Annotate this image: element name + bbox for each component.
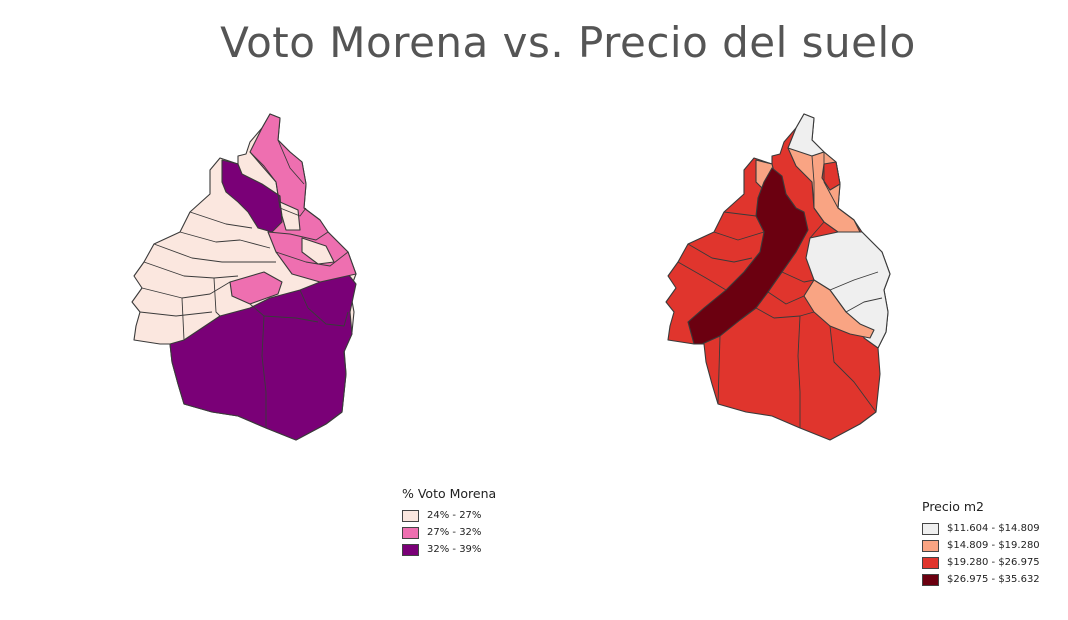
map-precio-suelo	[665, 113, 891, 441]
legend-label: $19.280 - $26.975	[947, 557, 1040, 568]
legend-item: 32% - 39%	[402, 541, 496, 558]
legend-label: 32% - 39%	[427, 544, 482, 555]
legend-title: % Voto Morena	[402, 486, 497, 501]
legend-item: 24% - 27%	[402, 507, 496, 524]
legend-item: $11.604 - $14.809	[922, 520, 1040, 537]
region-iztacalco	[279, 201, 301, 231]
legend-swatch	[922, 573, 939, 586]
legend-label: 24% - 27%	[427, 510, 482, 521]
region-centro-b	[301, 237, 335, 265]
legend-title: Precio m2	[922, 499, 984, 514]
region-poniente-oscuro	[687, 167, 809, 345]
legend-swatch	[402, 509, 419, 522]
legend-label: $26.975 - $35.632	[947, 574, 1040, 585]
legend-label: 27% - 32%	[427, 527, 482, 538]
legend-swatch	[922, 556, 939, 569]
legend-voto-morena: % Voto Morena 24% - 27% 27% - 32% 32% - …	[402, 486, 496, 558]
legend-swatch	[402, 526, 419, 539]
legend-item: $26.975 - $35.632	[922, 571, 1040, 588]
region-centro	[229, 271, 283, 305]
region-gam	[821, 161, 841, 191]
legend-item: $14.809 - $19.280	[922, 537, 1040, 554]
region-tlalpan-sur	[169, 273, 357, 441]
legend-label: $11.604 - $14.809	[947, 523, 1040, 534]
page-title: Voto Morena vs. Precio del suelo	[220, 18, 916, 67]
legend-swatch	[922, 539, 939, 552]
legend-swatch	[402, 543, 419, 556]
region-norte-claro	[787, 147, 861, 233]
legend-swatch	[922, 522, 939, 535]
legend-label: $14.809 - $19.280	[947, 540, 1040, 551]
legend-item: $19.280 - $26.975	[922, 554, 1040, 571]
legend-item: 27% - 32%	[402, 524, 496, 541]
map-voto-morena	[131, 113, 357, 441]
region-norte	[249, 113, 357, 283]
legend-precio-m2: Precio m2 $11.604 - $14.809 $14.809 - $1…	[922, 499, 1040, 588]
region-iztapalapa-claro	[803, 279, 875, 339]
